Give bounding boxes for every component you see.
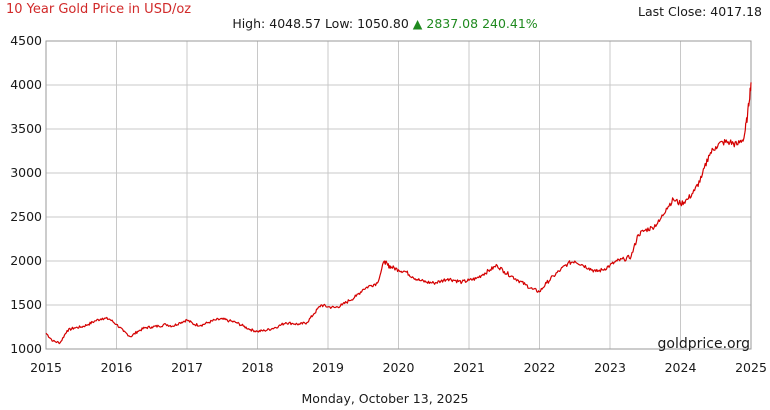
last-close-label: Last Close: — [638, 4, 707, 19]
last-close-value: 4017.18 — [710, 4, 762, 19]
x-tick-label: 2021 — [453, 360, 485, 375]
x-tick-label: 2023 — [594, 360, 626, 375]
y-tick-label: 1500 — [10, 297, 42, 312]
high-label: High: — [232, 16, 266, 31]
x-axis: 2015 2016 2017 2018 2019 2020 2021 2022 2023 2024… — [30, 360, 767, 375]
y-tick-label: 4500 — [10, 33, 42, 48]
x-tick-label: 2025 — [735, 360, 767, 375]
x-tick-label: 2016 — [101, 360, 133, 375]
price-stats: High: 4048.57 Low: 1050.80 ▲ 2837.08 240… — [0, 16, 770, 31]
x-tick-label: 2017 — [171, 360, 203, 375]
y-tick-label: 1000 — [10, 341, 42, 356]
up-arrow-icon: ▲ — [412, 16, 423, 31]
chart-title: 10 Year Gold Price in USD/oz — [6, 2, 192, 17]
change-value: 2837.08 — [426, 16, 479, 31]
y-tick-label: 3000 — [10, 165, 42, 180]
watermark: goldprice.org — [658, 336, 750, 352]
x-tick-label: 2022 — [524, 360, 556, 375]
change-percent: 240.41% — [482, 16, 538, 31]
x-tick-label: 2019 — [312, 360, 344, 375]
y-tick-label: 2500 — [10, 209, 42, 224]
x-tick-label: 2024 — [665, 360, 697, 375]
x-tick-label: 2015 — [30, 360, 62, 375]
y-axis: 1000 1500 2000 2500 3000 3500 4000 4500 — [10, 33, 42, 356]
y-tick-label: 3500 — [10, 121, 42, 136]
low-label: Low: — [324, 16, 354, 31]
grid-lines — [45, 40, 752, 350]
x-tick-label: 2020 — [383, 360, 415, 375]
low-value: 1050.80 — [357, 16, 409, 31]
x-tick-label: 2018 — [242, 360, 274, 375]
footer-date: Monday, October 13, 2025 — [301, 391, 469, 406]
y-tick-label: 4000 — [10, 77, 42, 92]
plot-frame — [45, 40, 752, 350]
y-tick-label: 2000 — [10, 253, 42, 268]
high-value: 4048.57 — [269, 16, 321, 31]
gold-price-line — [45, 82, 752, 345]
last-close: Last Close: 4017.18 — [638, 4, 762, 19]
